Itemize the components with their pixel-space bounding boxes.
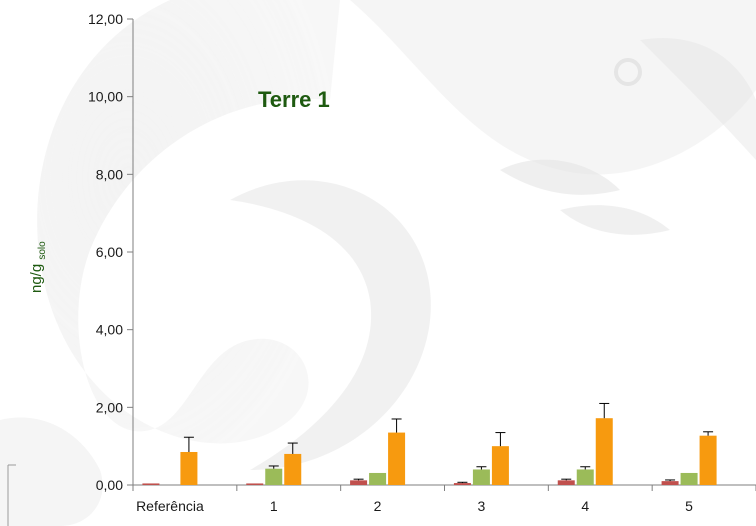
bar: [453, 483, 471, 485]
x-tick-label: 4: [581, 498, 589, 514]
bar: [284, 453, 302, 485]
y-axis-ticks: 0,00 2,00 4,00 6,00 8,00 10,00 12,00: [88, 11, 133, 493]
x-axis-ticks: Referência 1 2 3 4 5: [132, 485, 756, 514]
bar: [265, 468, 283, 485]
y-axis-label-main: ng/g: [28, 264, 45, 293]
y-axis-label: ng/g solo: [28, 241, 48, 293]
x-tick-label: Referência: [136, 498, 204, 514]
bar: [491, 446, 509, 485]
bar: [388, 432, 406, 485]
bar: [595, 418, 613, 485]
bar: [680, 472, 698, 485]
x-tick-label: 5: [685, 498, 693, 514]
bar: [576, 469, 594, 485]
y-tick-label: 8,00: [96, 166, 123, 182]
y-tick-label: 10,00: [88, 89, 123, 105]
bar: [350, 480, 368, 485]
bar: [246, 483, 264, 485]
y-tick-label: 6,00: [96, 244, 123, 260]
bar: [180, 451, 198, 485]
bar: [142, 483, 160, 485]
bar: [661, 481, 679, 485]
bars-group: [142, 402, 717, 485]
y-tick-label: 12,00: [88, 11, 123, 27]
y-tick-label: 0,00: [96, 477, 123, 493]
bar: [699, 435, 717, 485]
chart-title: Terre 1: [258, 87, 330, 112]
x-tick-label: 2: [374, 498, 382, 514]
x-tick-label: 1: [270, 498, 278, 514]
bar: [369, 472, 387, 485]
bar: [557, 480, 575, 485]
y-tick-label: 4,00: [96, 322, 123, 338]
y-axis-label-sub: solo: [37, 241, 48, 260]
bar: [472, 469, 490, 485]
x-tick-label: 3: [478, 498, 486, 514]
y-tick-label: 2,00: [96, 399, 123, 415]
